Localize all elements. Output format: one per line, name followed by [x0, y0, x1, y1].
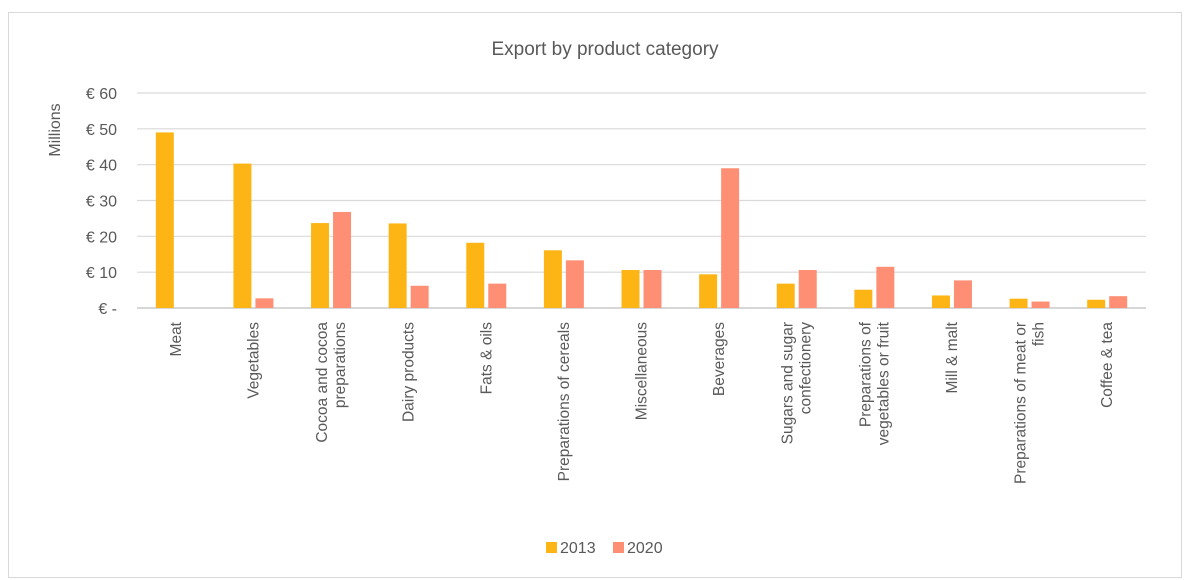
bar-2013 — [854, 289, 873, 308]
y-axis-ticks: € - € 10 € 20 € 30 € 40 € 50 € 60 — [86, 86, 117, 318]
bar-2020 — [876, 266, 895, 308]
bar-2020 — [333, 211, 352, 308]
bar-2013 — [776, 283, 795, 308]
x-category-label: fish — [1031, 322, 1048, 346]
bar-2020 — [643, 270, 662, 308]
legend-label-2013: 2013 — [560, 540, 596, 557]
x-category-label: Fats & oils — [478, 322, 495, 395]
bar-2013 — [311, 223, 330, 308]
x-axis-labels: Meat Vegetables Cocoa and cocoa preparation… — [168, 321, 1116, 484]
bar-2020 — [410, 285, 429, 308]
bar-2020 — [721, 168, 740, 308]
bar-2013 — [1087, 299, 1106, 308]
x-category-label: Cocoa and cocoa — [314, 322, 331, 443]
x-category-label: Sugars and sugar — [780, 322, 797, 444]
bar-2020 — [488, 283, 507, 308]
gridlines — [137, 92, 1146, 309]
bar-2020 — [1109, 296, 1128, 308]
x-category-label: Miscellaneous — [634, 322, 651, 420]
y-tick-label: € - — [98, 301, 117, 318]
bars — [155, 132, 1128, 308]
bar-2013 — [699, 274, 718, 308]
legend-label-2020: 2020 — [627, 540, 663, 557]
x-category-label: confectionery — [798, 322, 815, 414]
bar-2013 — [1009, 298, 1028, 308]
bar-2013 — [388, 223, 407, 308]
y-tick-label: € 20 — [86, 229, 117, 246]
y-axis-label: Millions — [47, 103, 64, 156]
x-category-label: Beverages — [711, 322, 728, 396]
y-tick-label: € 10 — [86, 265, 117, 282]
x-category-label: Dairy products — [401, 322, 418, 422]
x-category-label: Coffee & tea — [1099, 322, 1116, 408]
bar-2013 — [233, 163, 252, 308]
x-category-label: Preparations of cereals — [556, 322, 573, 482]
chart-title: Export by product category — [491, 39, 719, 60]
bar-2013 — [466, 242, 485, 308]
legend-swatch-2020 — [613, 542, 624, 553]
legend-swatch-2013 — [546, 542, 557, 553]
legend: 2013 2020 — [546, 540, 663, 557]
x-category-label: Mill & malt — [944, 321, 961, 393]
bar-2020 — [255, 298, 274, 308]
bar-2013 — [931, 295, 950, 308]
y-tick-label: € 60 — [86, 86, 117, 103]
bar-2020 — [565, 260, 584, 308]
bar-2020 — [1031, 301, 1050, 308]
y-tick-label: € 30 — [86, 194, 117, 211]
bar-2020 — [798, 270, 817, 308]
y-tick-label: € 50 — [86, 122, 117, 139]
x-category-label: vegetables or fruit — [875, 321, 892, 445]
y-tick-label: € 40 — [86, 158, 117, 175]
bar-2013 — [543, 250, 562, 308]
x-category-label: Vegetables — [245, 322, 262, 399]
x-category-label: Preparations of — [857, 321, 874, 427]
bar-2013 — [155, 132, 174, 308]
x-category-label: Meat — [168, 321, 185, 356]
x-category-label: preparations — [332, 322, 349, 408]
bar-2013 — [621, 270, 640, 308]
chart-frame — [8, 12, 1182, 578]
bar-2020 — [953, 280, 972, 308]
x-category-label: Preparations of meat or — [1013, 322, 1030, 484]
